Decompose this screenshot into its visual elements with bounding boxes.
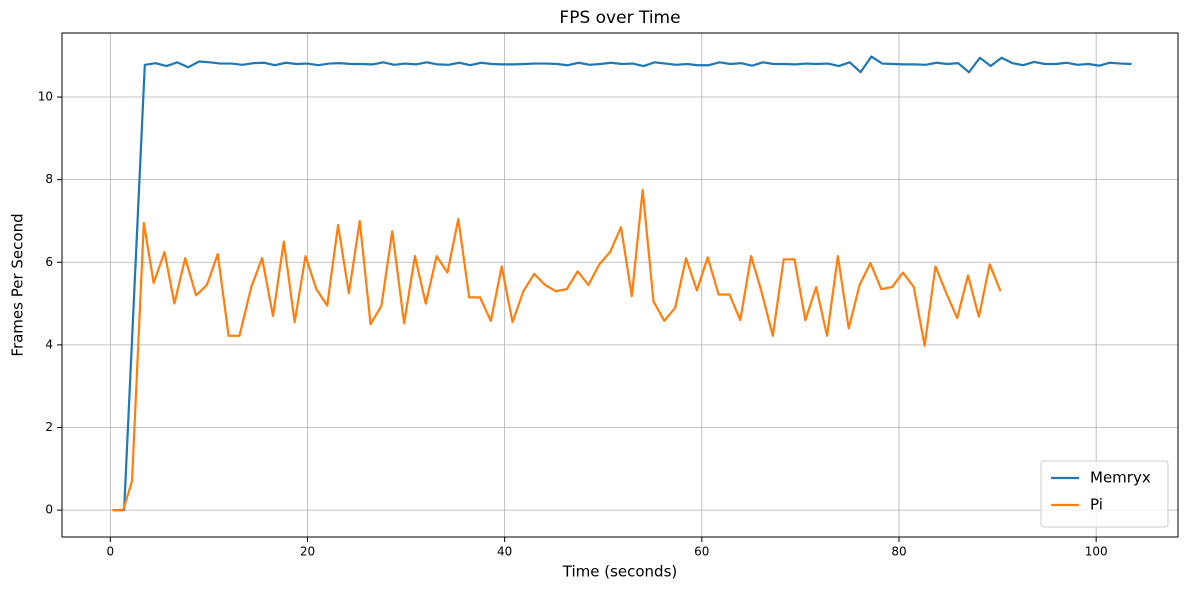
y-tick-label: 2	[45, 420, 53, 434]
y-tick-label: 8	[45, 172, 53, 186]
legend-label: Memryx	[1090, 469, 1151, 487]
chart-title: FPS over Time	[559, 8, 680, 28]
y-tick-label: 0	[45, 503, 53, 517]
series-line	[114, 55, 1132, 512]
y-tick-label: 4	[45, 337, 53, 351]
x-tick-label: 100	[1085, 545, 1108, 559]
plot-frame	[61, 32, 1179, 538]
x-tick-label: 80	[891, 545, 906, 559]
x-tick-label: 20	[300, 545, 315, 559]
x-tick-label: 0	[106, 545, 114, 559]
y-tick-label: 10	[38, 90, 53, 104]
x-tick-label: 60	[694, 545, 709, 559]
y-tick-label: 6	[45, 255, 53, 269]
x-axis-label: Time (seconds)	[562, 563, 678, 581]
x-tick-label: 40	[497, 545, 512, 559]
legend-label: Pi	[1090, 496, 1103, 514]
series-line	[112, 188, 1002, 512]
y-axis-label: Frames Per Second	[9, 213, 27, 356]
legend: Memryx Pi	[1040, 460, 1169, 528]
